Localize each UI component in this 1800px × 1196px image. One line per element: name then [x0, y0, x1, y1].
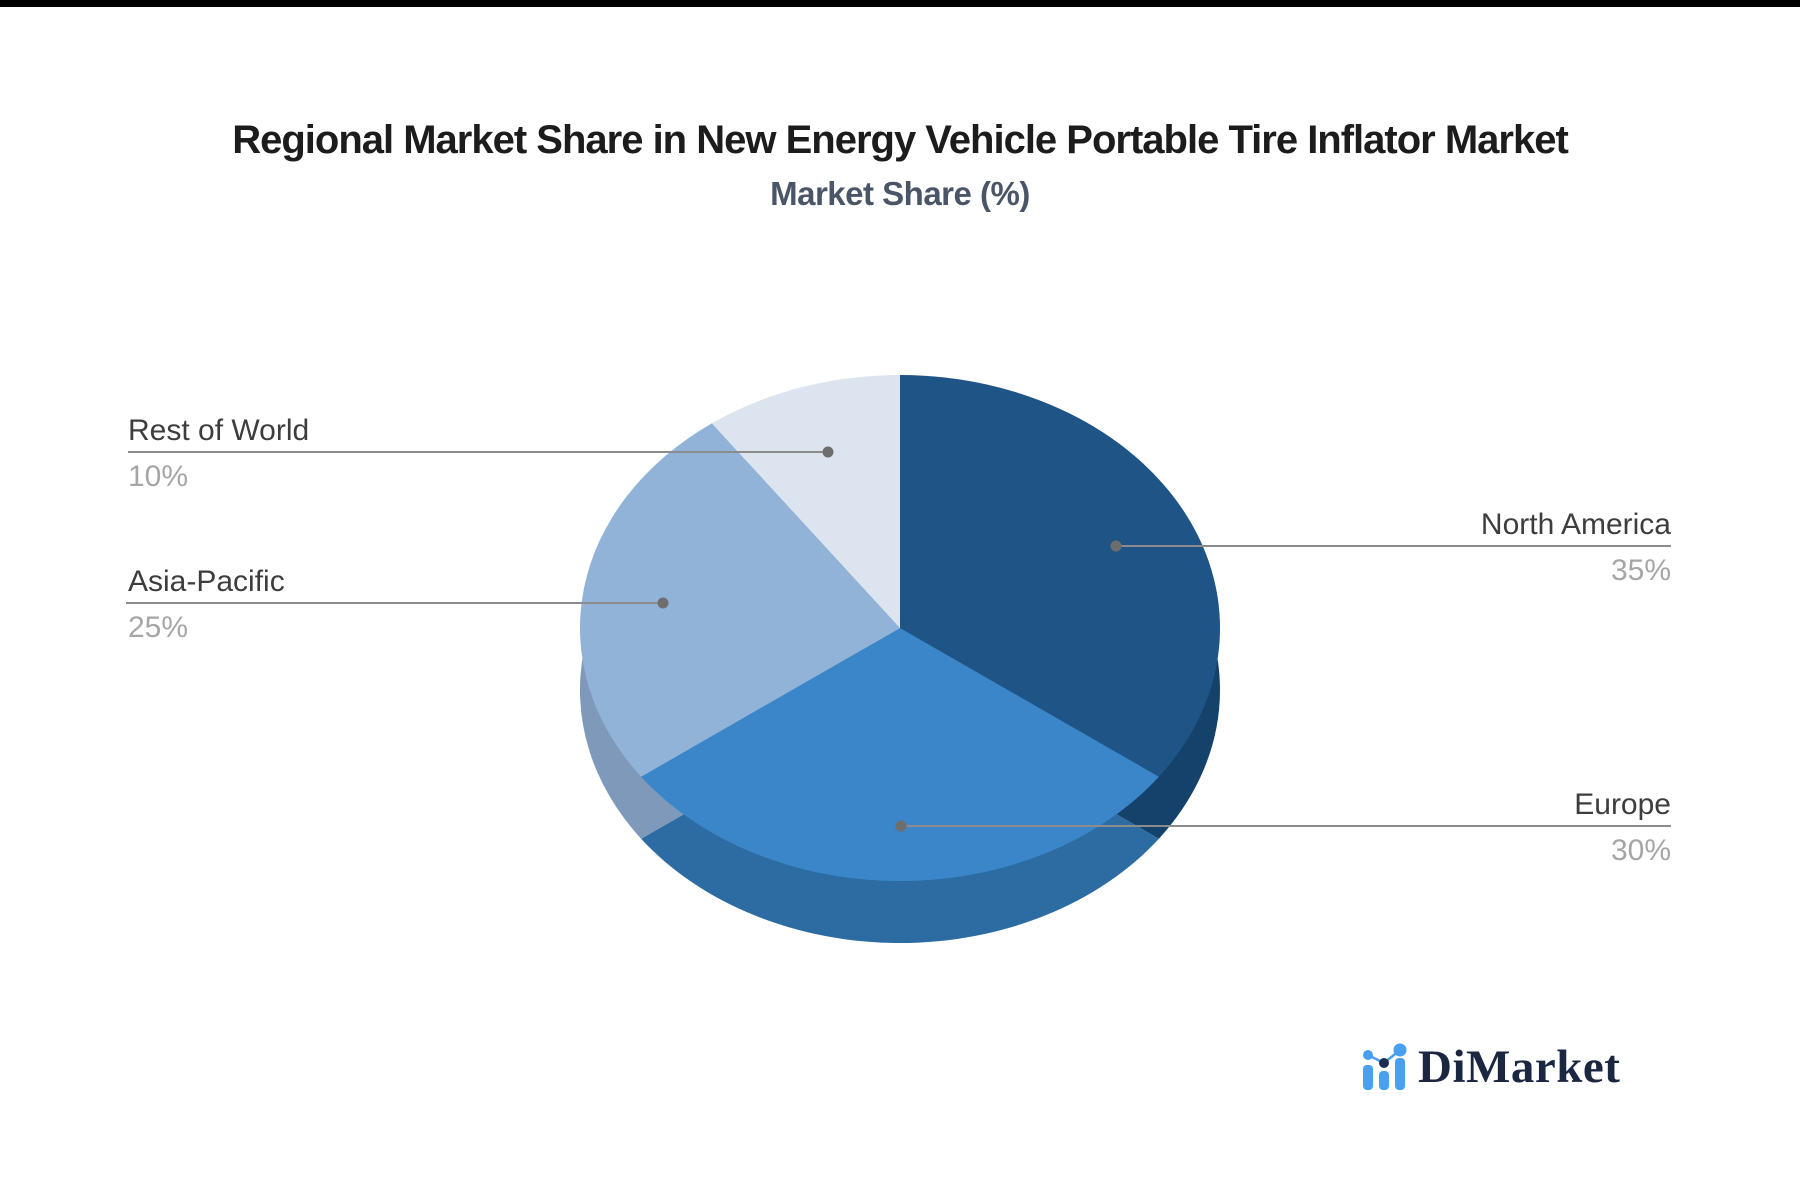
logo-dot-right: [1393, 1043, 1407, 1057]
leader-dot-asia-pacific: [657, 597, 669, 609]
slice-label-north-america: North America: [1480, 508, 1671, 541]
brand-chart-icon: [1363, 1043, 1407, 1090]
slice-value-rest-of-world: 10%: [128, 460, 189, 493]
pie-top-slice-rest-of-world: [711, 375, 900, 628]
slice-label-rest-of-world: Rest of World: [128, 414, 310, 447]
slice-label-europe: Europe: [1574, 788, 1671, 821]
pie-top-slice-asia-pacific: [579, 423, 900, 777]
slice-label-asia-pacific: Asia-Pacific: [128, 565, 285, 598]
leader-dot-north-america: [1110, 540, 1122, 552]
chart-subtitle: Market Share (%): [770, 175, 1030, 212]
pie-top-slice-europe: [641, 628, 1159, 882]
slice-value-north-america: 35%: [1610, 554, 1671, 587]
chart-title: Regional Market Share in New Energy Vehi…: [232, 118, 1569, 162]
brand-name: DiMarket: [1418, 1041, 1621, 1093]
pie-top-slice-north-america: [900, 375, 1221, 777]
leader-dot-rest-of-world: [822, 446, 834, 458]
leader-lines: [126, 446, 1671, 832]
logo-dot-middle: [1379, 1058, 1389, 1068]
logo-bar-right: [1395, 1058, 1405, 1090]
logo-dot-left: [1363, 1050, 1373, 1060]
brand-logo: DiMarket: [1360, 1036, 1680, 1106]
pie-3d-top: [579, 375, 1221, 882]
slice-value-asia-pacific: 25%: [128, 611, 189, 644]
leader-dot-europe: [895, 820, 907, 832]
slice-value-europe: 30%: [1610, 834, 1671, 867]
logo-bar-left: [1363, 1065, 1373, 1090]
logo-bar-middle: [1379, 1071, 1389, 1090]
top-border-bar: [0, 0, 1800, 7]
